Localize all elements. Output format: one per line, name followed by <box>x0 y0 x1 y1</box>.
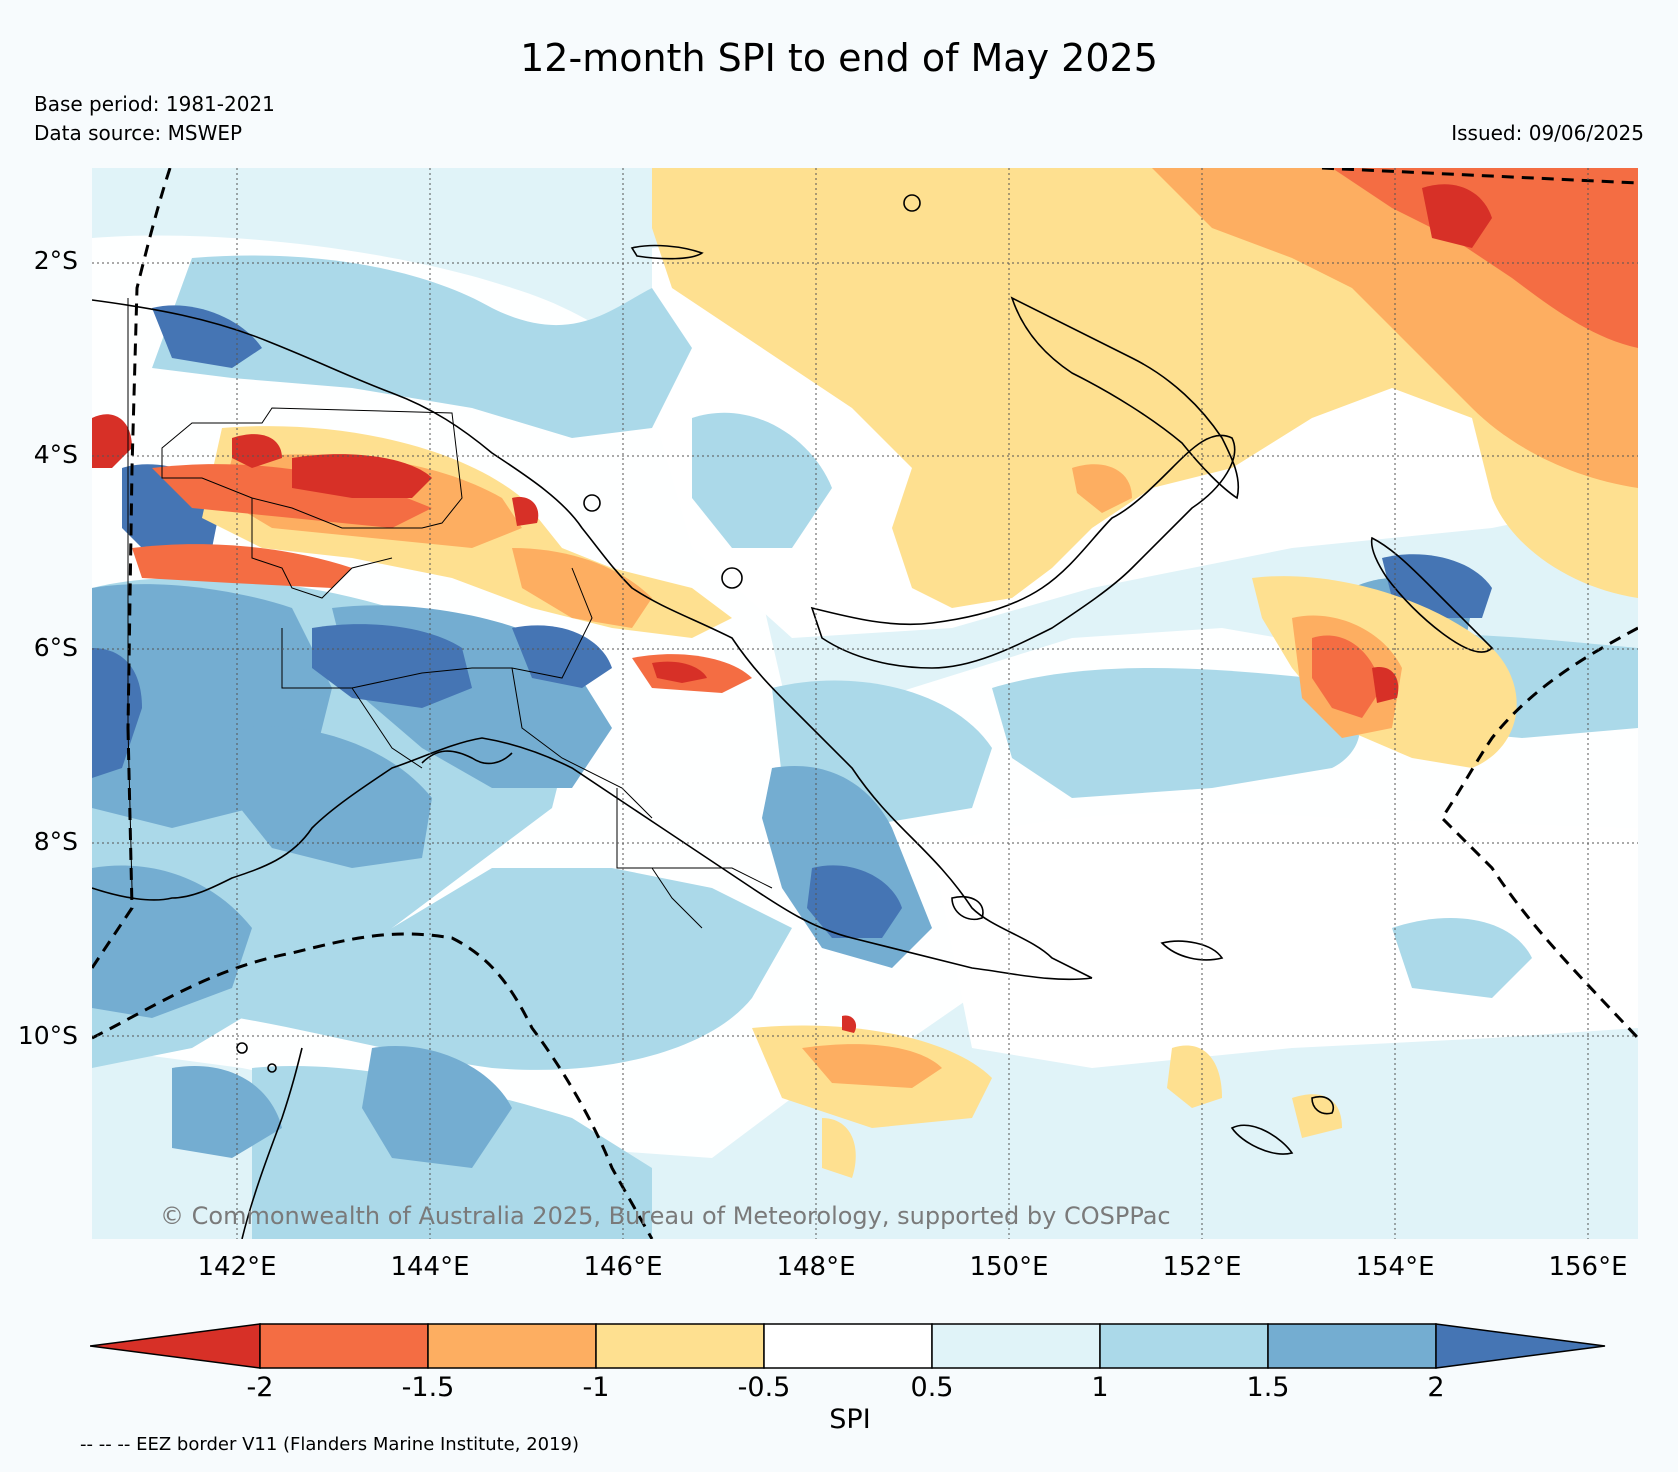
colorbar-tick-1-5: 1.5 <box>1246 1372 1290 1403</box>
colorbar-bin-4 <box>763 1323 933 1369</box>
lat-label-8s: 8°S <box>33 827 78 856</box>
colorbar-label: SPI <box>829 1404 871 1435</box>
copyright-notice: © Commonwealth of Australia 2025, Bureau… <box>160 1202 1171 1230</box>
lon-label-150e: 150°E <box>969 1252 1049 1282</box>
colorbar-bin-5 <box>931 1323 1101 1369</box>
lat-label-10s: 10°S <box>17 1021 78 1050</box>
spi-colorbar <box>90 1323 1606 1369</box>
base-period-text: Base period: 1981-2021 <box>34 92 275 116</box>
colorbar-extend-low <box>90 1323 261 1369</box>
lat-label-4s: 4°S <box>33 440 78 469</box>
colorbar-tick-minus2: -2 <box>246 1372 274 1403</box>
colorbar-tick-minus0-5: -0.5 <box>737 1372 791 1403</box>
lat-label-6s: 6°S <box>33 633 78 662</box>
lon-label-148e: 148°E <box>776 1252 856 1282</box>
colorbar-tick-2: 2 <box>1427 1372 1445 1403</box>
lon-label-146e: 146°E <box>583 1252 663 1282</box>
data-source-text: Data source: MSWEP <box>34 121 243 145</box>
colorbar-tick-1: 1 <box>1091 1372 1109 1403</box>
colorbar-tick-minus1-5: -1.5 <box>401 1372 455 1403</box>
map-title: 12-month SPI to end of May 2025 <box>520 36 1158 80</box>
colorbar-tick-minus1: -1 <box>582 1372 610 1403</box>
lon-label-144e: 144°E <box>390 1252 470 1282</box>
spi-map <box>92 168 1638 1239</box>
province-borders <box>127 298 773 929</box>
colorbar-extend-high <box>1435 1323 1606 1369</box>
lon-label-154e: 154°E <box>1355 1252 1435 1282</box>
colorbar-bin-1 <box>259 1323 429 1369</box>
lon-label-156e: 156°E <box>1548 1252 1628 1282</box>
eez-legend-note: -- -- -- EEZ border V11 (Flanders Marine… <box>80 1434 580 1455</box>
colorbar-bin-6 <box>1099 1323 1269 1369</box>
lon-gridlines <box>236 168 1589 1239</box>
coastline <box>92 194 1494 1239</box>
lat-label-2s: 2°S <box>33 246 78 275</box>
lon-label-142e: 142°E <box>197 1252 277 1282</box>
spi-field <box>92 168 1638 1239</box>
lon-label-152e: 152°E <box>1162 1252 1242 1282</box>
colorbar-tick-0-5: 0.5 <box>910 1372 954 1403</box>
issued-date: Issued: 09/06/2025 <box>1451 121 1644 145</box>
spi-map-canvas <box>92 168 1638 1239</box>
eez-border <box>92 168 1638 1239</box>
colorbar-bin-2 <box>427 1323 597 1369</box>
colorbar-bin-7 <box>1267 1323 1437 1369</box>
colorbar-bin-3 <box>595 1323 765 1369</box>
